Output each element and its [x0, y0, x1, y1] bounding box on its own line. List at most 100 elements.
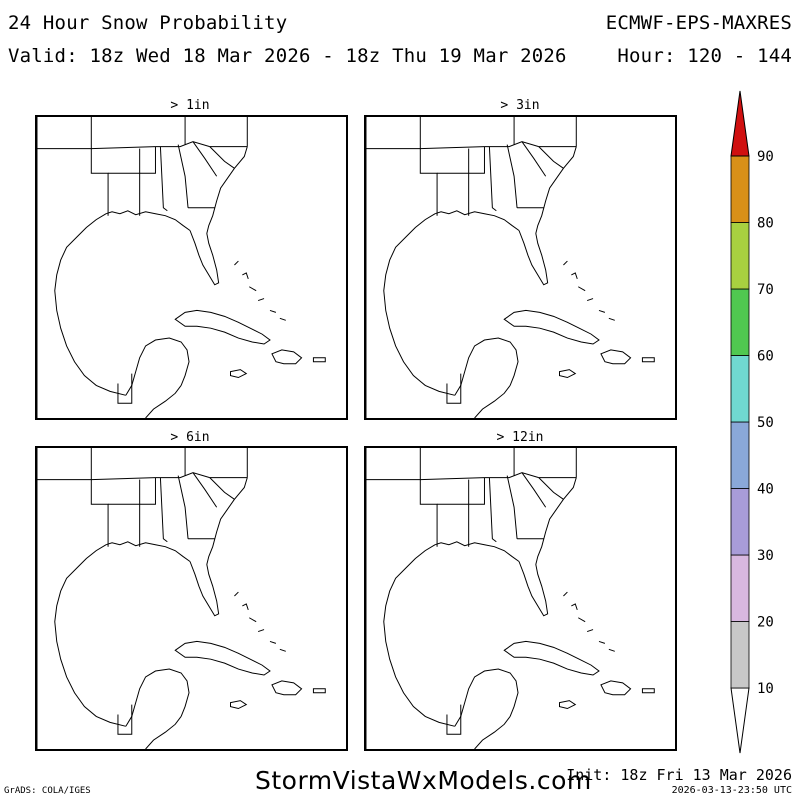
init-time: Init: 18z Fri 13 Mar 2026 — [566, 766, 792, 784]
coastline-outline — [420, 477, 485, 481]
coastline-outline — [518, 561, 549, 617]
panel-label-12in: > 12in — [496, 430, 544, 445]
coastline-outline — [454, 668, 519, 727]
render-timestamp: 2026-03-13-23:50 UTC — [671, 785, 792, 796]
coastline-outline — [312, 688, 326, 694]
panel-label-1in: > 1in — [170, 98, 210, 113]
coastline-outline — [419, 148, 438, 216]
colorbar-band — [730, 488, 750, 556]
coastline-outline — [366, 448, 421, 481]
coastline-outline — [90, 479, 109, 547]
coastline-outline — [598, 640, 606, 644]
coastline-outline — [641, 357, 655, 363]
coastline-outline — [312, 357, 326, 363]
coastline-outline — [159, 146, 168, 212]
coastline-outline — [189, 561, 220, 617]
coastline-outline — [91, 146, 156, 150]
coastline-outline — [506, 475, 518, 539]
colorbar-tick-label: 30 — [757, 548, 774, 564]
coastline-outline — [249, 617, 257, 623]
colorbar-band — [730, 421, 750, 489]
coastline-outline — [117, 704, 133, 735]
colorbar-tick-label: 40 — [757, 482, 774, 498]
coastline-outline — [454, 337, 519, 396]
coastline-outline — [54, 213, 126, 396]
coastline-outline — [538, 477, 564, 500]
coastline-outline — [488, 146, 497, 212]
map-panel-12in — [364, 446, 677, 751]
coastline-outline — [474, 385, 511, 418]
coastline-outline — [117, 373, 133, 404]
coastline-outline — [503, 640, 600, 676]
coastline-outline — [37, 117, 92, 150]
coastline-outline — [563, 591, 568, 597]
colorbar-tick-label: 20 — [757, 615, 774, 631]
colorbar-band — [730, 355, 750, 423]
coastline-outline — [559, 369, 577, 379]
coastline-outline — [383, 544, 455, 727]
coastline-outline — [90, 148, 109, 216]
coastline-outline — [503, 309, 600, 345]
map-panel-6in — [35, 446, 348, 751]
coastline-outline — [535, 146, 577, 234]
coastline-outline — [174, 309, 271, 345]
colorbar-tick-label: 50 — [757, 415, 774, 431]
coastline-outline — [419, 479, 438, 547]
coastline-outline — [571, 603, 578, 611]
coastline-outline — [563, 260, 568, 266]
coastline-outline — [159, 477, 168, 543]
coastline-outline — [521, 141, 547, 177]
coastline-map — [37, 117, 326, 418]
colorbar-tick-label: 80 — [757, 216, 774, 232]
coastline-outline — [174, 640, 271, 676]
coastline-outline — [108, 172, 141, 216]
grads-credit: GrADS: COLA/IGES — [4, 786, 91, 796]
coastline-outline — [586, 629, 594, 633]
coastline-outline — [446, 704, 462, 735]
colorbar-band — [730, 222, 750, 290]
coastline-outline — [474, 716, 511, 749]
coastline-outline — [437, 503, 470, 547]
map-panel-3in — [364, 115, 677, 420]
coastline-outline — [105, 541, 191, 562]
colorbar-tick-label: 90 — [757, 149, 774, 165]
map-panel-1in — [35, 115, 348, 420]
model-name: ECMWF-EPS-MAXRES — [605, 12, 792, 34]
coastline-outline — [434, 210, 520, 231]
coastline-outline — [155, 472, 210, 479]
coastline-outline — [125, 668, 190, 727]
coastline-outline — [206, 146, 248, 234]
coastline-outline — [177, 144, 189, 208]
coastline-outline — [145, 385, 182, 418]
coastline-outline — [578, 286, 586, 292]
coastline-map — [366, 117, 655, 418]
coastline-outline — [641, 688, 655, 694]
coastline-outline — [608, 648, 615, 652]
coastline-map — [37, 448, 326, 749]
coastline-outline — [538, 146, 564, 169]
coastline-outline — [91, 477, 156, 481]
coastline-outline — [269, 640, 277, 644]
coastline-outline — [518, 230, 549, 286]
coastline-outline — [37, 448, 92, 481]
coastline-outline — [230, 369, 248, 379]
coastline-outline — [271, 680, 303, 696]
colorbar-band — [730, 621, 750, 689]
colorbar-band — [730, 155, 750, 223]
coastline-outline — [105, 210, 191, 231]
coastline-outline — [139, 146, 156, 174]
coastline-outline — [600, 680, 632, 696]
coastline-outline — [366, 117, 421, 150]
colorbar-upper-cap — [730, 90, 750, 157]
map-title: 24 Hour Snow Probability — [8, 12, 288, 34]
coastline-outline — [206, 477, 248, 565]
coastline-outline — [125, 337, 190, 396]
coastline-outline — [209, 146, 235, 169]
coastline-outline — [600, 349, 632, 365]
colorbar-band — [730, 288, 750, 356]
coastline-outline — [383, 213, 455, 396]
colorbar-tick-label: 70 — [757, 282, 774, 298]
coastline-outline — [506, 144, 518, 208]
coastline-outline — [269, 309, 277, 313]
coastline-outline — [234, 591, 239, 597]
